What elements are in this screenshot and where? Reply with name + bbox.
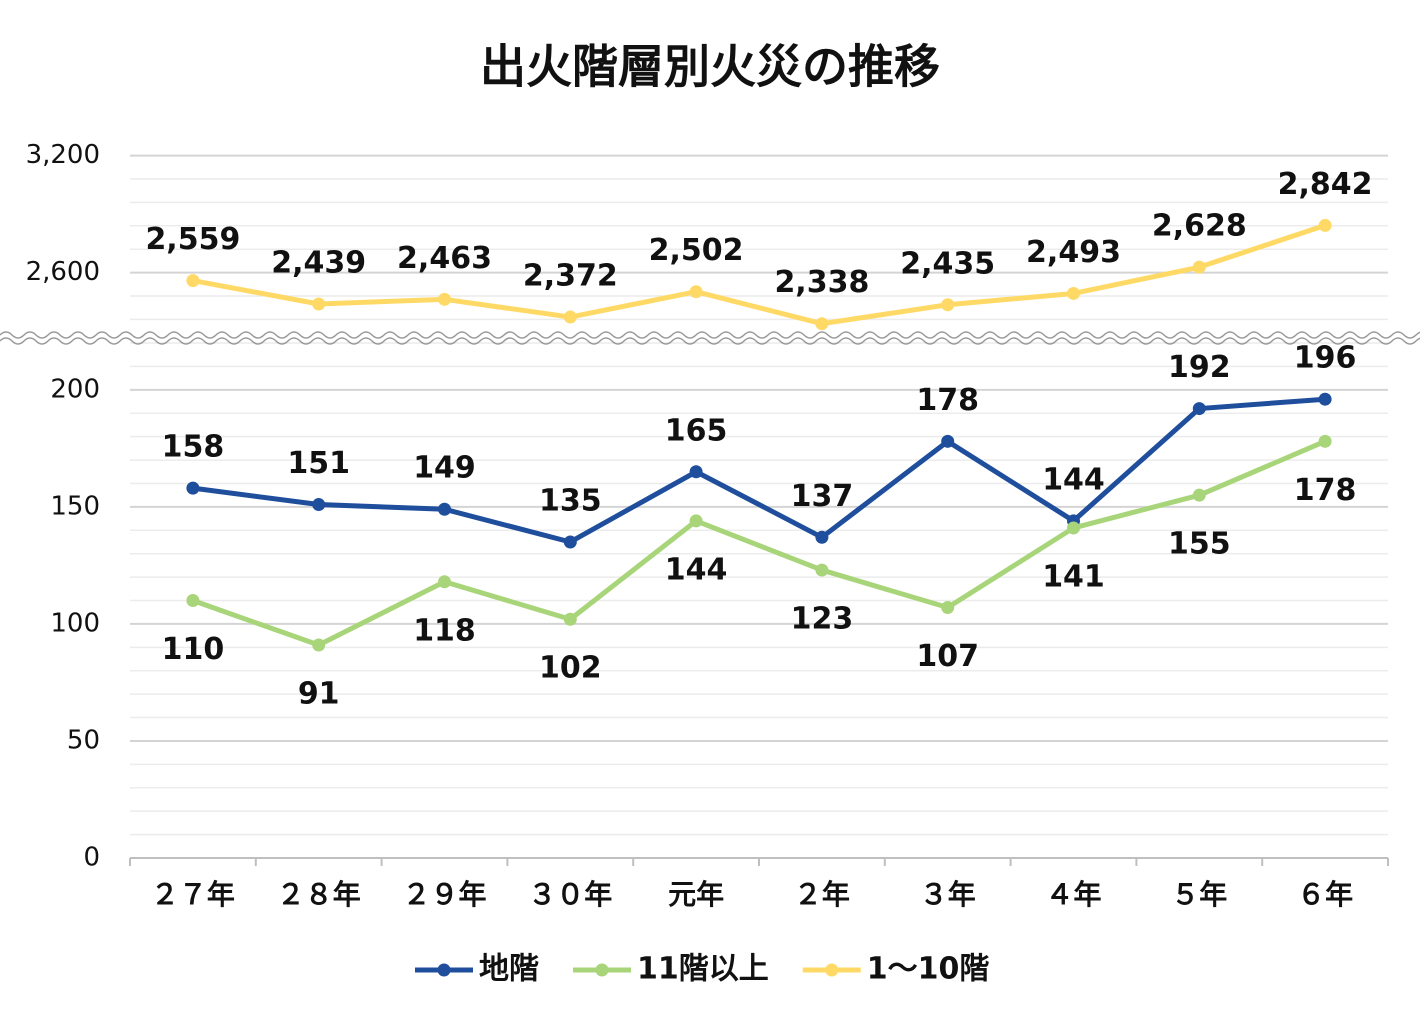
y-tick-label: 200 bbox=[50, 374, 100, 404]
data-point bbox=[689, 285, 703, 299]
data-label: 2,338 bbox=[774, 265, 869, 300]
data-point bbox=[186, 594, 200, 608]
x-tick-label: ３０年 bbox=[528, 878, 612, 911]
data-point bbox=[438, 292, 451, 306]
data-label: 178 bbox=[916, 383, 979, 418]
x-tick-label: ２９年 bbox=[402, 878, 486, 911]
x-tick-label: ４年 bbox=[1045, 878, 1101, 911]
data-label: 144 bbox=[665, 552, 728, 587]
data-label: 2,502 bbox=[649, 233, 744, 268]
data-label: 149 bbox=[413, 451, 476, 486]
data-label: 2,372 bbox=[523, 259, 618, 294]
data-point bbox=[815, 530, 829, 544]
data-label: 110 bbox=[162, 632, 225, 667]
data-point bbox=[1192, 488, 1206, 502]
data-label: 165 bbox=[665, 413, 728, 448]
data-label: 107 bbox=[916, 639, 979, 674]
data-point bbox=[312, 498, 326, 512]
data-point bbox=[689, 514, 703, 528]
data-label: 2,439 bbox=[271, 245, 366, 280]
y-tick-label: 3,200 bbox=[26, 140, 100, 170]
legend-label: 地階 bbox=[479, 952, 539, 987]
data-label: 141 bbox=[1042, 559, 1105, 594]
data-label: 2,463 bbox=[397, 241, 492, 276]
data-label: 158 bbox=[162, 430, 225, 465]
data-point bbox=[563, 535, 577, 549]
series-line bbox=[192, 223, 1326, 327]
data-label: 91 bbox=[298, 676, 340, 711]
data-label: 2,559 bbox=[145, 222, 240, 257]
data-point bbox=[1192, 260, 1206, 274]
x-tick-label: ６年 bbox=[1297, 878, 1353, 911]
x-tick-label: 元年 bbox=[668, 878, 724, 911]
data-point bbox=[186, 274, 200, 288]
chart-title: 出火階層別火災の推移 bbox=[480, 40, 940, 94]
x-tick-label: ２年 bbox=[794, 878, 850, 911]
legend-label: 11階以上 bbox=[637, 952, 769, 987]
axis-break bbox=[0, 337, 1420, 345]
legend-marker bbox=[825, 963, 839, 977]
data-point bbox=[941, 434, 955, 448]
data-point bbox=[1318, 392, 1332, 406]
data-label: 178 bbox=[1294, 473, 1357, 508]
data-point bbox=[1192, 402, 1206, 416]
y-tick-label: 0 bbox=[83, 843, 100, 873]
data-point bbox=[1318, 218, 1332, 232]
data-point bbox=[563, 612, 577, 626]
data-label: 102 bbox=[539, 651, 602, 686]
data-point bbox=[186, 481, 200, 495]
y-tick-label: 150 bbox=[50, 491, 100, 521]
data-label: 2,842 bbox=[1278, 167, 1373, 202]
legend-label: 1～10階 bbox=[867, 952, 990, 987]
data-point bbox=[312, 297, 326, 311]
data-label: 118 bbox=[413, 613, 476, 648]
data-point bbox=[312, 638, 326, 652]
data-label: 196 bbox=[1294, 341, 1357, 376]
data-label: 144 bbox=[1042, 462, 1105, 497]
data-point bbox=[941, 298, 955, 312]
axis-break bbox=[0, 331, 1420, 339]
data-point bbox=[1067, 286, 1080, 300]
x-tick-label: ２８年 bbox=[277, 878, 361, 911]
data-point bbox=[438, 502, 451, 516]
legend-marker bbox=[437, 963, 451, 977]
x-tick-label: ３年 bbox=[920, 878, 976, 911]
y-tick-label: 50 bbox=[67, 725, 100, 755]
data-point bbox=[689, 465, 703, 479]
x-tick-label: ５年 bbox=[1171, 878, 1227, 911]
data-point bbox=[563, 310, 577, 324]
data-point bbox=[438, 575, 451, 589]
x-tick-label: ２７年 bbox=[151, 878, 235, 911]
data-point bbox=[1067, 521, 1080, 535]
data-label: 2,435 bbox=[900, 246, 995, 281]
y-tick-label: 100 bbox=[50, 608, 100, 638]
data-point bbox=[941, 601, 955, 615]
data-label: 123 bbox=[791, 602, 854, 637]
y-tick-label: 2,600 bbox=[26, 257, 100, 287]
data-label: 135 bbox=[539, 483, 602, 518]
series-line bbox=[192, 439, 1327, 648]
data-point bbox=[1318, 434, 1332, 448]
data-label: 155 bbox=[1168, 527, 1231, 562]
legend-marker bbox=[595, 963, 609, 977]
series-line bbox=[192, 396, 1326, 545]
data-label: 137 bbox=[791, 479, 854, 514]
data-label: 151 bbox=[287, 446, 350, 481]
data-label: 2,493 bbox=[1026, 235, 1121, 270]
data-point bbox=[815, 317, 829, 331]
data-label: 192 bbox=[1168, 350, 1231, 385]
data-label: 2,628 bbox=[1152, 209, 1247, 244]
data-point bbox=[815, 563, 829, 577]
